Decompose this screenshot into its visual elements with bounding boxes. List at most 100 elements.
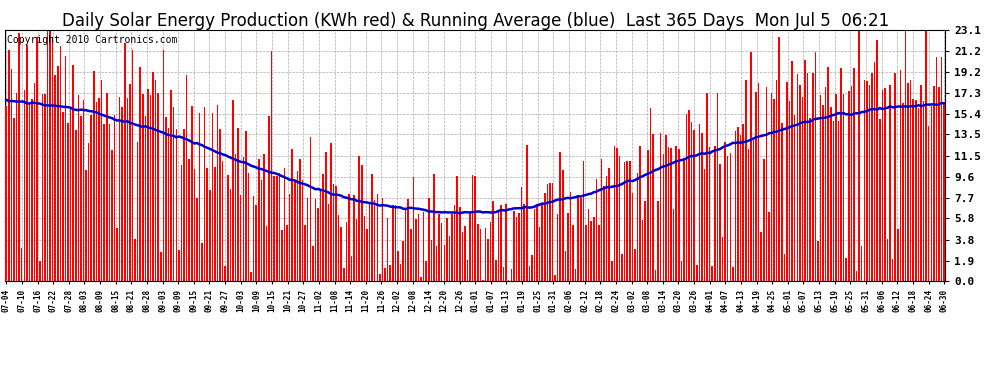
Bar <box>828 67 829 281</box>
Bar <box>408 199 409 281</box>
Bar <box>920 86 922 281</box>
Bar <box>191 106 192 281</box>
Bar <box>62 112 63 281</box>
Bar <box>696 265 698 281</box>
Bar <box>19 33 20 281</box>
Bar <box>727 156 729 281</box>
Bar <box>812 72 814 281</box>
Bar <box>928 126 930 281</box>
Bar <box>781 123 783 281</box>
Bar <box>820 94 822 281</box>
Bar <box>431 240 433 281</box>
Bar <box>114 115 115 281</box>
Bar <box>516 217 517 281</box>
Bar <box>657 201 659 281</box>
Bar <box>235 154 237 281</box>
Bar <box>662 154 664 281</box>
Bar <box>137 142 139 281</box>
Bar <box>302 180 303 281</box>
Bar <box>428 198 430 281</box>
Bar <box>24 90 25 281</box>
Bar <box>122 107 123 281</box>
Bar <box>260 180 262 281</box>
Bar <box>173 107 174 281</box>
Bar <box>157 93 159 281</box>
Bar <box>616 148 618 281</box>
Bar <box>567 213 568 281</box>
Bar <box>444 244 446 281</box>
Bar <box>915 100 917 281</box>
Bar <box>562 170 563 281</box>
Bar <box>258 159 259 281</box>
Bar <box>564 251 566 281</box>
Bar <box>838 121 840 281</box>
Bar <box>124 43 126 281</box>
Bar <box>858 31 860 281</box>
Bar <box>900 70 901 281</box>
Bar <box>16 93 17 281</box>
Bar <box>207 168 208 281</box>
Bar <box>469 212 471 281</box>
Bar <box>323 174 324 281</box>
Bar <box>263 154 264 281</box>
Bar <box>341 227 342 281</box>
Bar <box>418 214 420 281</box>
Bar <box>220 129 221 281</box>
Bar <box>54 75 56 281</box>
Bar <box>284 168 285 281</box>
Bar <box>931 106 932 281</box>
Bar <box>363 216 365 281</box>
Bar <box>861 246 862 281</box>
Bar <box>248 173 249 281</box>
Bar <box>614 146 615 281</box>
Bar <box>67 123 69 281</box>
Bar <box>609 168 610 281</box>
Bar <box>853 68 854 281</box>
Bar <box>619 156 621 281</box>
Bar <box>273 176 275 281</box>
Bar <box>162 50 164 281</box>
Bar <box>291 149 293 281</box>
Bar <box>32 99 33 281</box>
Bar <box>397 251 399 281</box>
Bar <box>304 225 306 281</box>
Bar <box>926 31 927 281</box>
Bar <box>572 225 574 281</box>
Bar <box>299 159 301 281</box>
Bar <box>725 142 726 281</box>
Bar <box>328 204 329 281</box>
Bar <box>477 224 478 281</box>
Bar <box>936 57 938 281</box>
Bar <box>225 267 226 281</box>
Bar <box>8 50 10 281</box>
Bar <box>487 239 489 281</box>
Bar <box>90 115 92 281</box>
Bar <box>286 225 288 281</box>
Bar <box>482 280 484 281</box>
Bar <box>823 105 824 281</box>
Bar <box>730 153 731 281</box>
Bar <box>647 150 648 281</box>
Bar <box>240 195 242 281</box>
Bar <box>534 209 536 281</box>
Bar <box>85 170 87 281</box>
Bar <box>346 222 347 281</box>
Bar <box>544 193 545 281</box>
Bar <box>876 40 878 281</box>
Bar <box>330 143 332 281</box>
Bar <box>64 56 66 281</box>
Bar <box>577 196 579 281</box>
Bar <box>152 72 153 281</box>
Bar <box>461 232 463 281</box>
Bar <box>760 232 762 281</box>
Bar <box>154 81 156 281</box>
Bar <box>167 128 169 281</box>
Bar <box>709 147 711 281</box>
Bar <box>683 158 685 281</box>
Bar <box>459 207 460 281</box>
Bar <box>874 62 875 281</box>
Bar <box>842 94 844 281</box>
Bar <box>667 147 669 281</box>
Bar <box>230 189 232 281</box>
Bar <box>897 230 899 281</box>
